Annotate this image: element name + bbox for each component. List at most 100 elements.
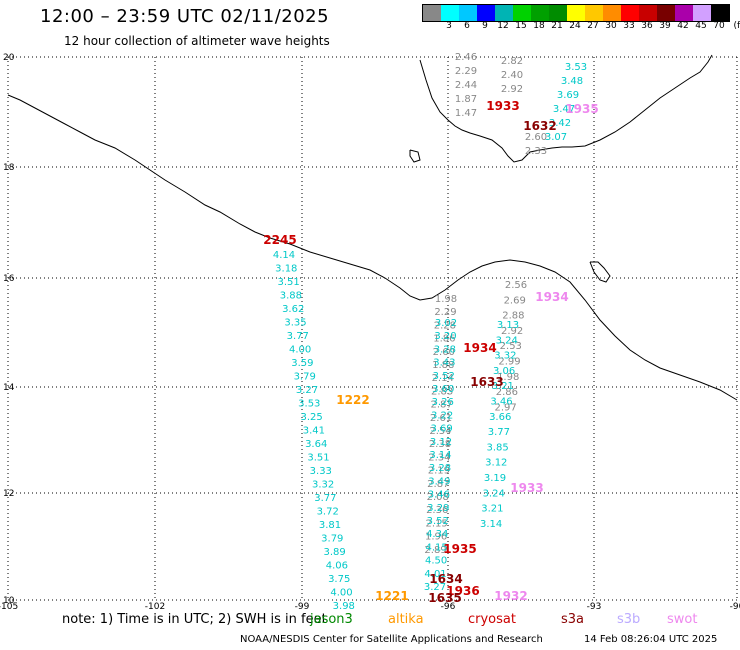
satellite-altika: altika [388,612,424,627]
wave-height-label: 2.99 [498,357,520,368]
graticule [7,56,738,601]
wave-height-label: 3.53 [298,399,320,410]
legend-unit: (ft) [733,21,740,31]
pass-time-label: 1934 [463,341,496,355]
wave-height-label: 4.00 [330,588,352,599]
wave-height-label: 2.34 [428,452,450,463]
footer-note: note: 1) Time is in UTC; 2) SWH is in fe… [62,612,327,627]
lon-label: -96 [441,602,456,610]
pass-time-label: 2245 [263,233,296,247]
legend-swatch [477,5,495,21]
legend-swatch [585,5,603,21]
pass-time-label: 1935 [565,102,598,116]
wave-height-label: 2.88 [502,311,524,322]
wave-height-label: 2.60 [433,347,455,358]
lat-label: 16 [3,274,15,284]
coastline [7,54,738,401]
legend-label: 36 [641,21,653,31]
wave-height-label: 3.32 [494,351,516,362]
legend-swatch [693,5,711,21]
wave-height-label: 3.14 [480,519,502,530]
wave-height-label: 1.88 [432,360,454,371]
footer-credit: NOAA/NESDIS Center for Satellite Applica… [240,634,543,645]
legend-label: 30 [605,21,617,31]
pass-time-label: 1632 [523,119,556,133]
satellite-jason3: jason3 [310,612,353,627]
wave-height-label: 3.46 [428,490,450,501]
wave-height-label: 3.66 [489,412,511,423]
wave-height-label: 3.06 [493,366,515,377]
wave-height-label: 3.77 [314,493,336,504]
legend-swatch [531,5,549,21]
pass-time-labels: 1933 1632 1935 2245 1934 1934 1633 1222 1933 1935… [263,99,598,605]
legend-swatch [639,5,657,21]
wave-height-label: 2.28 [434,320,456,331]
wave-height-label: 3.27 [424,582,446,593]
legend-label: 27 [587,21,599,31]
wave-height-label: 3.29 [427,503,449,514]
wave-height-label: 4.00 [289,345,311,356]
wave-height-label: 2.19 [428,466,450,477]
wave-height-label: 3.77 [287,331,309,342]
wave-height-label: 3.43 [433,358,455,369]
pass-time-label: 1932 [494,589,527,603]
wave-height-label: 3.88 [280,291,302,302]
wave-height-label: 3.69 [430,424,452,435]
map-subtitle: 12 hour collection of altimeter wave hei… [64,34,330,48]
lon-label: -102 [145,602,165,610]
wave-height-label: 3.12 [485,458,507,469]
wave-height-label: 3.28 [434,344,456,355]
satellite-s3a: s3a [561,612,585,627]
lat-label: 20 [3,53,15,63]
legend-label: 9 [482,21,488,31]
wave-height-label: 2.29 [434,307,456,318]
wave-height-label: 3.79 [321,534,343,545]
wave-height-label: 3.77 [488,427,510,438]
wave-height-label: 3.28 [429,463,451,474]
pass-time-label: 1936 [446,584,479,598]
wave-height-label: 3.20 [434,331,456,342]
wave-height-label: 1.87 [455,94,477,105]
wave-height-label: 3.07 [545,132,567,143]
wave-height-label: 1.96 [425,532,447,543]
wave-height-label: 2.87 [430,400,452,411]
wave-height-label: 1.98 [497,372,519,383]
pass-time-label: 1935 [443,542,476,556]
pass-time-label: 1634 [429,572,462,586]
wave-height-label: 3.25 [300,412,322,423]
pass-time-label: 1934 [535,290,568,304]
lon-label: -90 [730,602,740,610]
legend-label: 15 [515,21,527,31]
wave-height-label: 3.48 [561,76,583,87]
legend-label: 45 [695,21,707,31]
wave-height-label: 3.89 [323,547,345,558]
wave-height-label: 3.98 [333,601,355,610]
lon-label: -93 [587,602,602,610]
wave-height-label: 2.29 [455,66,477,77]
legend-label: 33 [623,21,635,31]
legend-swatch [567,5,585,21]
pass-time-label: 1635 [428,591,461,605]
wave-height-label: 3.51 [307,453,329,464]
wave-height-label: 2.69 [504,295,526,306]
wave-height-label: 3.53 [565,62,587,73]
wave-height-label: 3.21 [481,504,503,515]
satellite-s3b: s3b [617,612,641,627]
wave-height-label: 3.59 [291,358,313,369]
wave-height-label: 2.36 [426,505,448,516]
wave-height-label: 3.79 [294,372,316,383]
wave-height-label: 4.06 [326,561,348,572]
satellite-cryosat: cryosat [468,612,516,627]
wave-height-label: 3.27 [296,385,318,396]
wave-height-label: 2.15 [426,518,448,529]
wave-height-label: 4.34 [426,529,448,540]
legend-label: 70 [713,21,725,31]
wave-height-label: 2.89 [424,545,446,556]
coastline-island-1 [409,149,421,163]
wave-height-label: 3.85 [486,442,508,453]
wave-height-label: 3.19 [484,473,506,484]
wave-height-label: 3.49 [428,476,450,487]
wave-height-label: 3.72 [317,507,339,518]
pass-time-label: 1222 [336,393,369,407]
